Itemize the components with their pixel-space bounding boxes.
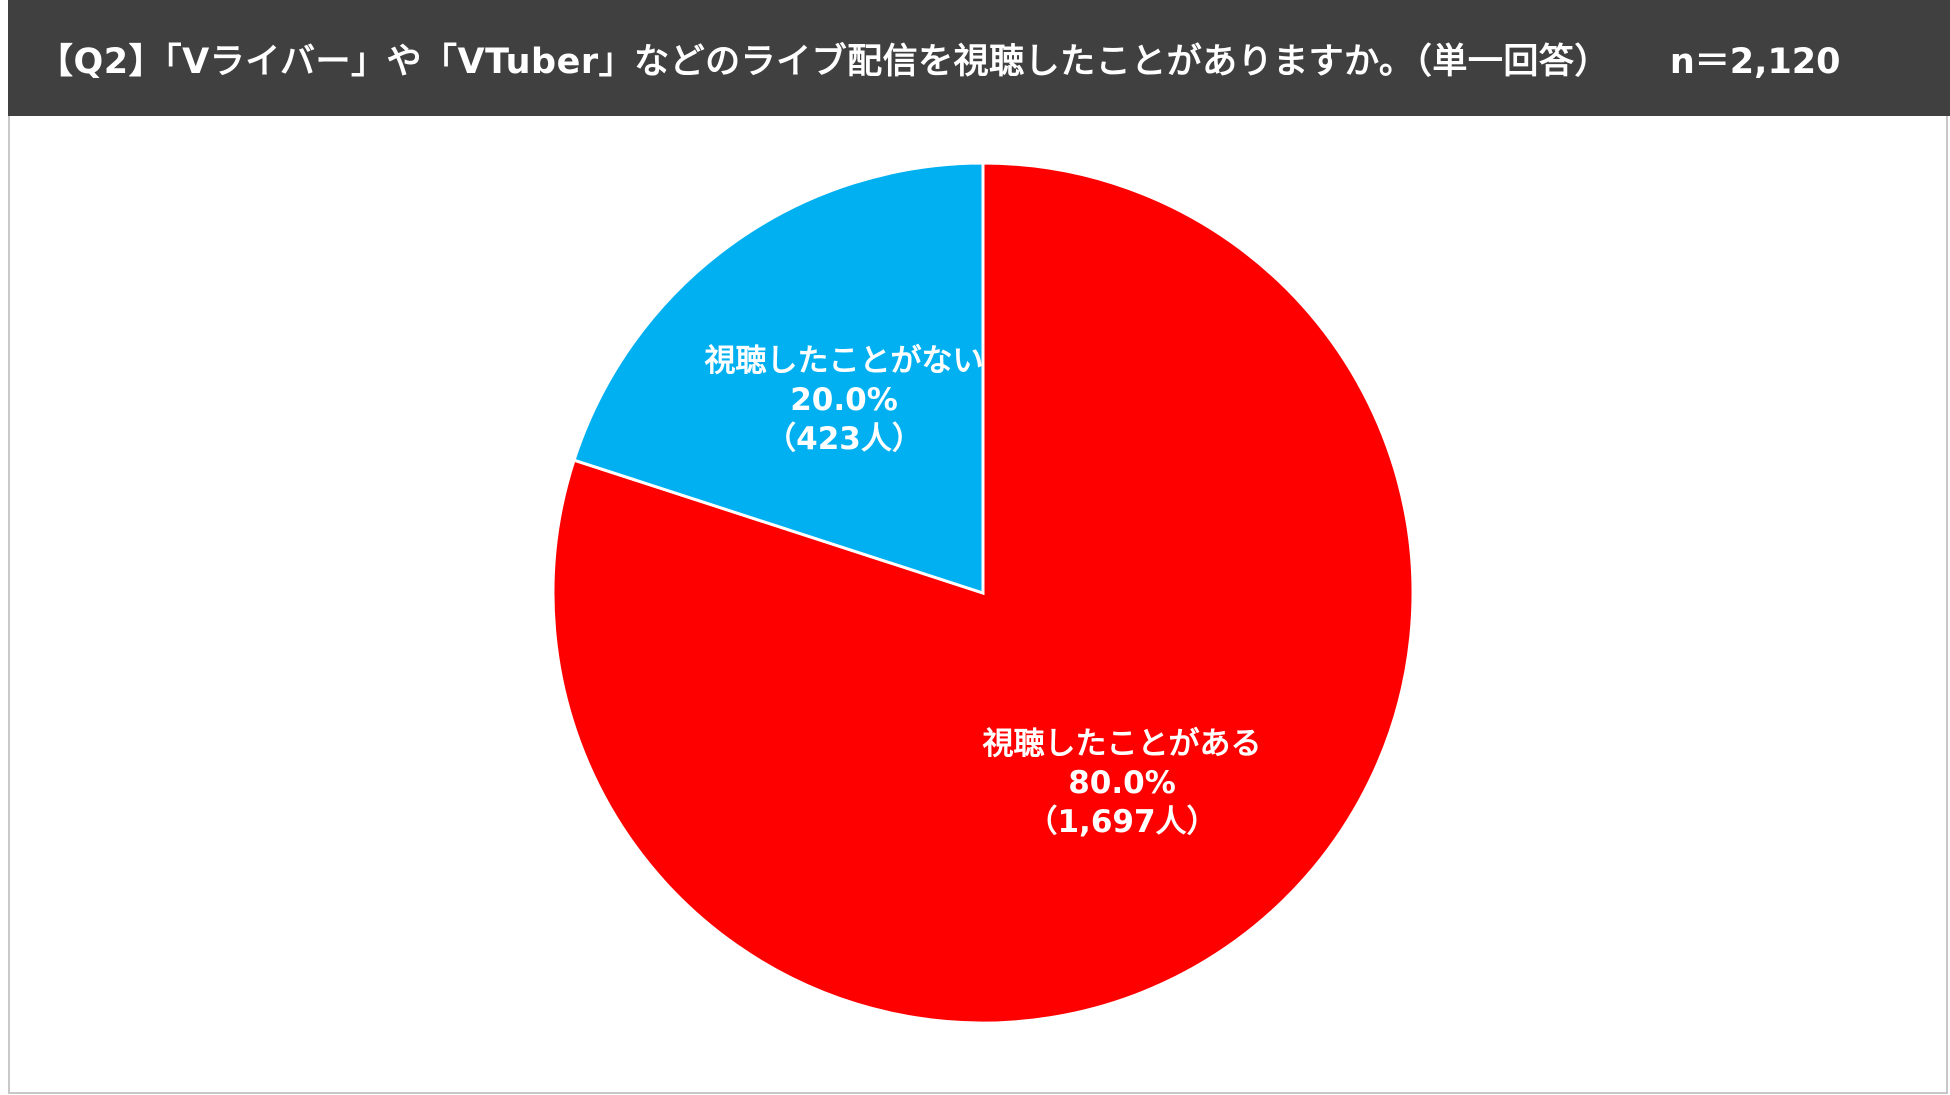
slice-label-percent-2: 20.0% xyxy=(790,382,898,418)
slice-label-count-1: （1,697人） xyxy=(1026,804,1217,840)
pie-slice-2 xyxy=(572,161,985,596)
title-bar: 【Q2】「Vライバー」や「VTuber」などのライブ配信を視聴したことがあります… xyxy=(8,0,1950,116)
sample-size: n＝2,120 xyxy=(1669,41,1841,82)
slice-label-percent-1: 80.0% xyxy=(1068,765,1176,801)
slice-label-name-1: 視聴したことがある xyxy=(983,726,1262,762)
pie-slice-1 xyxy=(551,161,1415,1025)
chart-title: 【Q2】「Vライバー」や「VTuber」などのライブ配信を視聴したことがあります… xyxy=(38,41,1610,82)
slice-label-count-2: （423人） xyxy=(765,421,923,457)
slice-label-name-2: 視聴したことがない xyxy=(704,343,983,379)
